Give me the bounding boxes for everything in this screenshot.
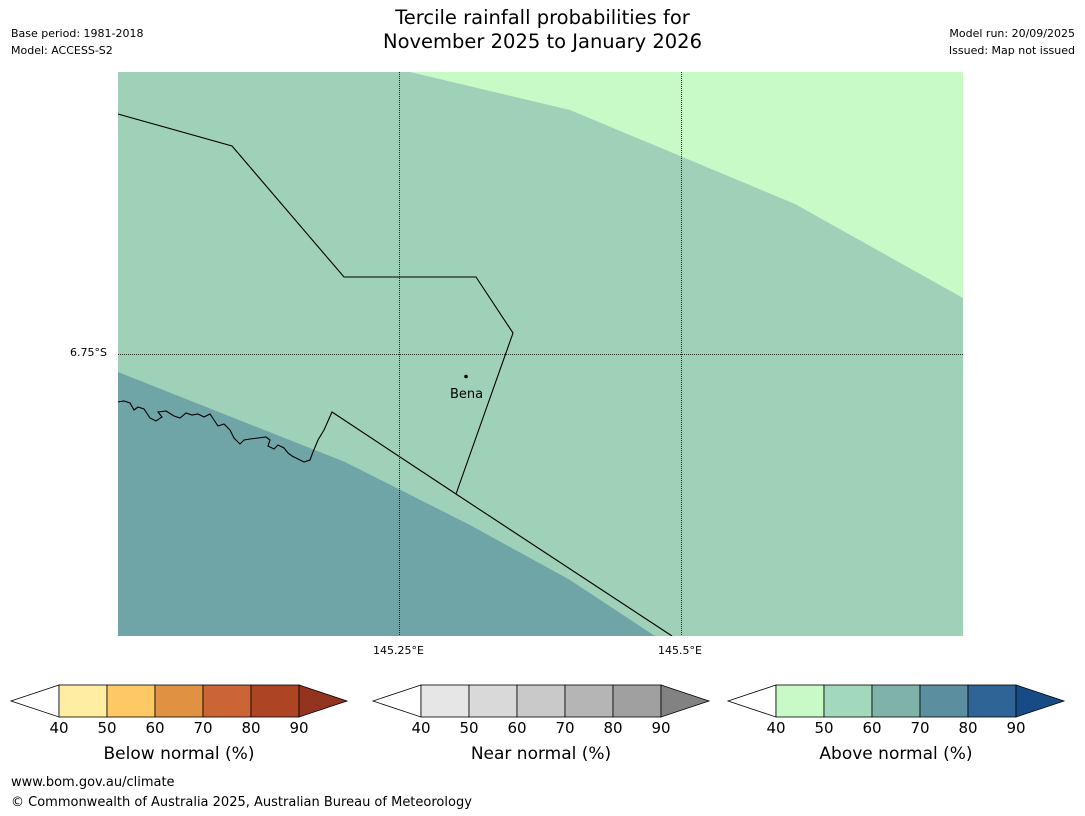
colorbar-above-swatch — [967, 684, 1017, 718]
colorbar-below-max-arrow — [298, 684, 349, 718]
colorbar-below-tick: 70 — [193, 719, 213, 737]
prob-region-40-50 — [410, 72, 963, 298]
colorbar-above-label: Above normal (%) — [819, 744, 973, 764]
colorbar-near-tick: 60 — [507, 719, 527, 737]
colorbar-near-tick: 90 — [651, 719, 671, 737]
colorbar-below-label: Below normal (%) — [103, 744, 255, 764]
model-run-text: Model run: 20/09/2025 — [949, 27, 1075, 40]
colorbar-above-swatch — [775, 684, 825, 718]
colorbar-near-swatch — [420, 684, 470, 718]
base-period-text: Base period: 1981-2018 — [11, 27, 144, 40]
colorbar-below-swatch — [106, 684, 156, 718]
colorbar-near-label: Near normal (%) — [470, 744, 612, 764]
colorbars-group — [9, 684, 1066, 718]
colorbar-below-tick: 90 — [289, 719, 309, 737]
lon-label-145-25: 145.25°E — [373, 644, 424, 657]
footer-url[interactable]: www.bom.gov.au/climate — [11, 775, 175, 790]
prob-region-60-70 — [118, 372, 655, 636]
place-label-bena: Bena — [450, 387, 484, 402]
colorbar-below-min-arrow — [9, 684, 60, 718]
map-title: Tercile rainfall probabilities for Novem… — [0, 6, 1085, 54]
colorbar-near-swatch — [612, 684, 662, 718]
title-line-1: Tercile rainfall probabilities for — [395, 6, 690, 29]
lon-label-145-5: 145.5°E — [658, 644, 702, 657]
colorbar-above-tick: 90 — [1006, 719, 1026, 737]
footer-copyright: © Commonwealth of Australia 2025, Austra… — [11, 795, 472, 810]
colorbar-below-tick: 80 — [241, 719, 261, 737]
colorbar-near-max-arrow — [660, 684, 711, 718]
metadata-right: Model run: 20/09/2025 Issued: Map not is… — [949, 25, 1075, 59]
colorbar-above-tick: 40 — [766, 719, 786, 737]
colorbar-above-tick: 70 — [910, 719, 930, 737]
colorbar-above-swatch — [871, 684, 921, 718]
colorbar-near-tick: 40 — [411, 719, 431, 737]
colorbar-above-tick: 50 — [814, 719, 834, 737]
colorbar-above-tick: 80 — [958, 719, 978, 737]
colorbar-above-swatch — [823, 684, 873, 718]
colorbar-near-swatch — [516, 684, 566, 718]
province-boundary-south — [312, 411, 673, 636]
colorbar-below-swatch — [58, 684, 108, 718]
model-text: Model: ACCESS-S2 — [11, 44, 113, 57]
colorbar-near-tick: 80 — [603, 719, 623, 737]
issued-text: Issued: Map not issued — [948, 44, 1075, 57]
colorbar-below-swatch — [202, 684, 252, 718]
province-boundary-north — [118, 113, 514, 495]
colorbar-above-max-arrow — [1015, 684, 1066, 718]
metadata-left: Base period: 1981-2018 Model: ACCESS-S2 — [11, 25, 143, 59]
colorbar-below-swatch — [250, 684, 300, 718]
colorbar-near-swatch — [564, 684, 614, 718]
title-line-2: November 2025 to January 2026 — [383, 30, 702, 53]
colorbar-below-tick: 40 — [49, 719, 69, 737]
colorbar-near-swatch — [468, 684, 518, 718]
colorbar-above-min-arrow — [726, 684, 777, 718]
colorbar-near-tick: 50 — [459, 719, 479, 737]
colorbar-above-tick: 60 — [862, 719, 882, 737]
lat-label: 6.75°S — [70, 346, 107, 359]
colorbar-below-swatch — [154, 684, 204, 718]
colorbar-below-tick: 60 — [145, 719, 165, 737]
colorbar-above-swatch — [919, 684, 969, 718]
colorbar-below-tick: 50 — [97, 719, 117, 737]
town-marker-icon — [464, 374, 468, 379]
river-line — [118, 400, 314, 463]
colorbar-near-min-arrow — [371, 684, 422, 718]
colorbar-near-tick: 70 — [555, 719, 575, 737]
